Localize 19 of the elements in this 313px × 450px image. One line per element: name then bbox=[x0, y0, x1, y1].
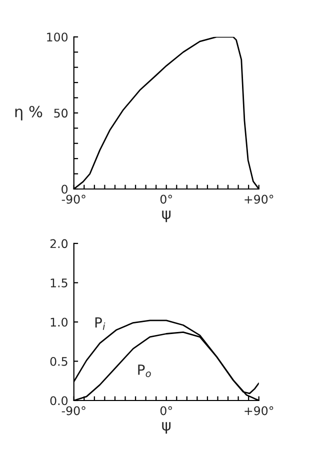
series-label: P$_{o}$ bbox=[138, 364, 151, 378]
y-tick-label: 0 bbox=[62, 184, 68, 194]
x-axis-title: ψ bbox=[162, 210, 171, 222]
x-tick-label: 0° bbox=[160, 194, 172, 204]
y-tick-label: 50 bbox=[54, 108, 68, 118]
y-tick-label: 2.0 bbox=[50, 239, 68, 248]
y-axis-title: η % bbox=[15, 106, 42, 120]
series-label: P$_{i}$ bbox=[95, 317, 106, 330]
x-tick-label: +90° bbox=[244, 406, 274, 416]
y-tick-label: 1.0 bbox=[50, 318, 68, 327]
y-tick-label: 0.0 bbox=[50, 396, 68, 406]
x-tick-label: -90° bbox=[62, 406, 86, 416]
x-tick-label: 0° bbox=[160, 406, 172, 416]
x-axis-title: ψ bbox=[162, 422, 171, 434]
y-tick-label: 100 bbox=[47, 32, 68, 42]
y-tick-label: 1.5 bbox=[50, 278, 68, 288]
y-tick-label: 0.5 bbox=[50, 356, 68, 366]
x-tick-label: +90° bbox=[244, 194, 274, 204]
x-tick-label: -90° bbox=[62, 194, 86, 204]
